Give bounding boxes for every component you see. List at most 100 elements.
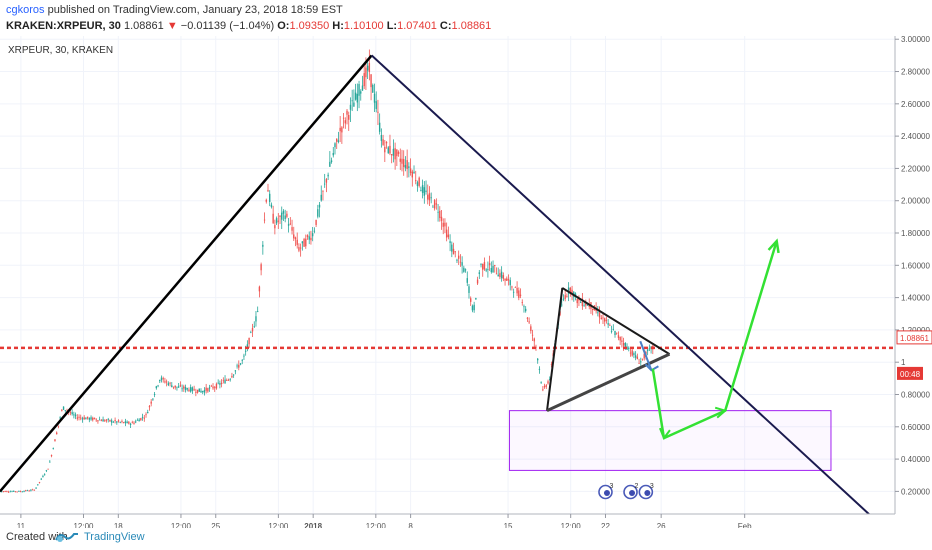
candle-body xyxy=(372,84,374,93)
candle-body xyxy=(308,236,310,240)
author-link[interactable]: cgkoros xyxy=(6,4,45,16)
candle-body xyxy=(74,414,77,417)
publish-info: cgkoros published on TradingView.com, Ja… xyxy=(6,4,343,16)
candle-body xyxy=(643,353,645,359)
candle-body xyxy=(147,411,149,414)
candle-body xyxy=(26,490,29,492)
candle-body xyxy=(286,213,288,217)
candle-body xyxy=(241,359,243,361)
candle-body xyxy=(537,358,539,361)
x-tick-label: 11 xyxy=(17,522,26,528)
candle-body xyxy=(267,190,269,192)
candle-body xyxy=(348,115,350,120)
candle-body xyxy=(420,189,422,191)
candle-body xyxy=(107,419,109,420)
candle-body xyxy=(279,215,281,217)
candle-body xyxy=(518,290,520,298)
candle-body xyxy=(119,421,121,423)
candle-body xyxy=(382,139,384,145)
candle-body xyxy=(591,308,594,311)
triangle-left-side[interactable] xyxy=(546,287,564,411)
candle-body xyxy=(581,298,584,307)
candle-body xyxy=(444,222,446,227)
candle-body xyxy=(131,422,133,424)
candle-body xyxy=(337,140,340,142)
candle-body xyxy=(88,418,91,420)
candle-body xyxy=(181,388,183,390)
candle-body xyxy=(403,159,405,167)
candle-body xyxy=(358,84,360,96)
candle-body xyxy=(296,239,298,245)
x-tick-label: 12:00 xyxy=(268,522,289,528)
plot-area[interactable] xyxy=(0,36,895,514)
open-value: 1.09350 xyxy=(289,20,330,32)
candle-body xyxy=(188,389,190,391)
candle-body xyxy=(155,386,158,389)
candle-body xyxy=(585,302,587,306)
candle-body xyxy=(212,386,214,389)
blue-arrow-shaft[interactable] xyxy=(639,340,653,371)
candle-body xyxy=(153,394,156,395)
candle-body xyxy=(102,419,104,422)
candle-body xyxy=(189,387,192,392)
candle-body xyxy=(351,100,353,102)
uptrend-line[interactable] xyxy=(0,54,373,493)
candle-body xyxy=(11,491,13,493)
price-axis[interactable]: 3.00000 2.80000 2.60000 2.40000 2.20000 2.000… xyxy=(895,36,932,496)
green-arrow-head xyxy=(767,238,780,254)
candle-body xyxy=(521,301,523,303)
candle-body xyxy=(140,418,142,421)
candle-body xyxy=(160,377,163,381)
candle-body xyxy=(224,379,226,384)
candle-body xyxy=(549,379,551,380)
close-label: C: xyxy=(439,20,452,32)
candle-body xyxy=(428,193,431,201)
candle-body xyxy=(226,380,228,381)
candle-body xyxy=(229,379,231,381)
candle-body xyxy=(597,312,599,314)
candle-body xyxy=(612,328,614,330)
triangle-upper-side[interactable] xyxy=(561,287,671,355)
candle-body xyxy=(380,134,383,141)
candle-body xyxy=(310,237,312,241)
candle-body xyxy=(55,432,58,435)
price-chart[interactable]: 3.00000 2.80000 2.60000 2.40000 2.20000 2.000… xyxy=(0,36,932,528)
candle-body xyxy=(37,484,39,486)
candle-body xyxy=(638,363,640,364)
tradingview-brand[interactable]: TradingView xyxy=(84,531,145,543)
candle-body xyxy=(250,332,252,334)
candle-body xyxy=(49,461,51,463)
price-tag: 1.08861 00:48 xyxy=(896,330,932,380)
candle-body xyxy=(301,241,304,244)
candle-body xyxy=(511,286,513,288)
green-projection-path[interactable] xyxy=(651,240,778,440)
candle-body xyxy=(152,398,154,400)
candle-body xyxy=(282,210,285,214)
candle-body xyxy=(494,264,496,266)
candle-body xyxy=(133,422,135,424)
time-axis[interactable]: 11 12:00 18 12:00 25 12:00 2018 12:00 8 15 12:00 22… xyxy=(17,514,752,528)
candle-body xyxy=(466,278,468,283)
candle-body xyxy=(318,204,321,208)
downtrend-line[interactable] xyxy=(370,54,874,518)
candle-body xyxy=(483,262,486,270)
idea-markers[interactable]: 3 2 3 xyxy=(598,483,654,500)
candle-body xyxy=(0,491,1,493)
candle-body xyxy=(526,317,529,319)
candle-body xyxy=(583,305,585,307)
candle-body xyxy=(579,302,582,304)
candle-body xyxy=(47,468,49,470)
candle-body xyxy=(179,385,182,387)
candle-body xyxy=(385,141,388,144)
candle-body xyxy=(475,298,477,300)
price-tag-box xyxy=(896,330,932,345)
candle-body xyxy=(476,279,479,284)
candle-body xyxy=(454,251,456,253)
support-zone-box[interactable] xyxy=(508,410,832,471)
candle-body xyxy=(169,382,171,384)
candle-body xyxy=(40,478,42,480)
candle-body xyxy=(159,380,161,382)
candle-body xyxy=(207,388,209,392)
candle-body xyxy=(253,326,255,328)
candle-body xyxy=(227,379,230,381)
